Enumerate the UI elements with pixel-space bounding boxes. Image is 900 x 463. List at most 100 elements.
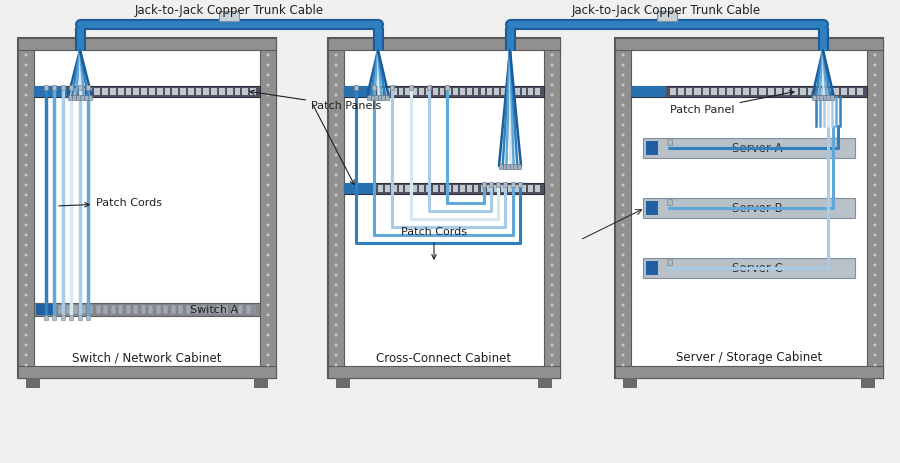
Bar [88, 95, 92, 100]
Bar [412, 88, 417, 95]
Bar [508, 88, 513, 95]
Bar [433, 88, 437, 95]
Circle shape [24, 104, 28, 106]
Bar [686, 88, 692, 95]
Bar [378, 95, 382, 100]
Bar [336, 378, 350, 388]
Circle shape [335, 324, 338, 326]
Bar [66, 305, 70, 314]
Circle shape [266, 163, 269, 167]
Circle shape [335, 204, 338, 206]
Circle shape [24, 274, 28, 276]
Bar [188, 88, 194, 95]
Bar [615, 38, 631, 378]
Bar [446, 85, 449, 90]
Circle shape [266, 313, 269, 317]
Circle shape [266, 174, 269, 176]
Bar [711, 88, 716, 95]
Circle shape [266, 254, 269, 257]
Circle shape [24, 113, 28, 117]
Bar [69, 315, 73, 320]
Circle shape [24, 83, 28, 87]
Circle shape [266, 294, 269, 296]
Circle shape [622, 104, 625, 106]
Bar [518, 182, 522, 187]
Bar [125, 88, 131, 95]
Bar [487, 88, 492, 95]
Circle shape [24, 54, 28, 56]
Bar [667, 199, 672, 205]
Circle shape [551, 324, 554, 326]
Bar [515, 88, 519, 95]
Circle shape [266, 124, 269, 126]
Bar [489, 182, 493, 187]
Bar [508, 185, 513, 192]
Bar [812, 95, 816, 100]
Bar [460, 185, 464, 192]
Bar [34, 50, 260, 366]
Text: Server A: Server A [732, 142, 782, 155]
Bar [623, 378, 637, 388]
Circle shape [24, 294, 28, 296]
Bar [382, 95, 385, 100]
Bar [615, 38, 883, 50]
Circle shape [335, 133, 338, 137]
Bar [409, 85, 413, 90]
Bar [509, 164, 514, 169]
Circle shape [24, 194, 28, 196]
Bar [180, 88, 186, 95]
Circle shape [266, 133, 269, 137]
Circle shape [551, 154, 554, 156]
Bar [110, 88, 116, 95]
Bar [18, 366, 276, 378]
Bar [193, 305, 198, 314]
Circle shape [622, 324, 625, 326]
Circle shape [24, 63, 28, 67]
Circle shape [622, 174, 625, 176]
Circle shape [622, 194, 625, 196]
Bar [521, 185, 526, 192]
Text: Cross-Connect Cabinet: Cross-Connect Cabinet [376, 351, 511, 364]
Bar [667, 259, 672, 265]
Bar [832, 88, 839, 95]
Circle shape [266, 324, 269, 326]
Circle shape [551, 174, 554, 176]
Bar [328, 38, 560, 50]
Circle shape [335, 344, 338, 346]
Circle shape [24, 204, 28, 206]
Bar [34, 303, 260, 316]
Circle shape [335, 304, 338, 307]
Bar [473, 88, 479, 95]
Bar [18, 38, 34, 378]
Bar [141, 88, 147, 95]
Circle shape [874, 194, 877, 196]
Circle shape [551, 294, 554, 296]
Circle shape [551, 104, 554, 106]
Circle shape [551, 233, 554, 237]
Circle shape [622, 74, 625, 76]
Circle shape [551, 113, 554, 117]
Circle shape [874, 313, 877, 317]
Circle shape [266, 233, 269, 237]
Circle shape [874, 363, 877, 367]
Circle shape [335, 194, 338, 196]
Circle shape [622, 363, 625, 367]
Circle shape [24, 304, 28, 307]
Bar [515, 185, 519, 192]
Bar [615, 38, 883, 378]
Bar [752, 88, 758, 95]
Circle shape [622, 163, 625, 167]
Bar [118, 305, 123, 314]
Circle shape [24, 174, 28, 176]
Bar [254, 378, 268, 388]
Bar [385, 95, 389, 100]
Circle shape [24, 344, 28, 346]
Bar [328, 38, 560, 378]
Circle shape [874, 104, 877, 106]
Bar [816, 88, 823, 95]
Bar [521, 88, 526, 95]
Circle shape [622, 63, 625, 67]
Circle shape [551, 224, 554, 226]
Bar [84, 95, 88, 100]
Bar [499, 164, 503, 169]
